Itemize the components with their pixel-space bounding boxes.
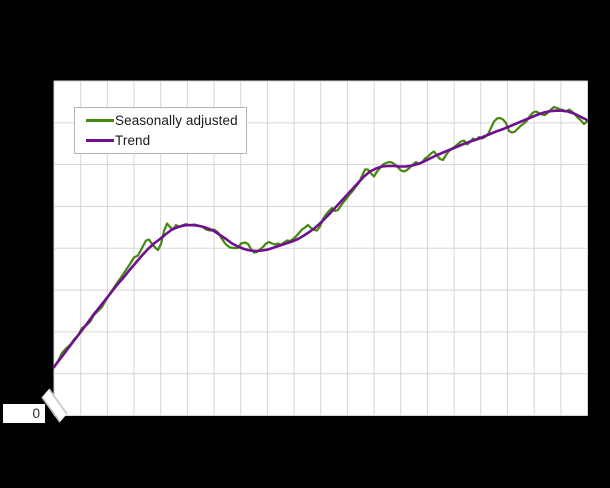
axis-break-slash [41, 396, 61, 423]
series-line-seasonally-adjusted [52, 105, 589, 369]
axis-break-band [42, 389, 67, 422]
y-axis-zero-label: 0 [32, 405, 40, 421]
y-axis-zero-label-box: 0 [3, 404, 45, 423]
legend-item-trend: Trend [75, 131, 246, 151]
legend-label-trend: Trend [115, 133, 151, 149]
legend-item-seasonally-adjusted: Seasonally adjusted [75, 110, 246, 130]
trend-line-swatch [86, 139, 114, 143]
seasonally-adjusted-line-swatch [86, 118, 114, 122]
axis-break-slash [48, 388, 68, 415]
legend-label-seasonally-adjusted: Seasonally adjusted [115, 112, 238, 128]
legend: Seasonally adjusted Trend [74, 107, 247, 154]
series-line-trend [52, 109, 589, 369]
